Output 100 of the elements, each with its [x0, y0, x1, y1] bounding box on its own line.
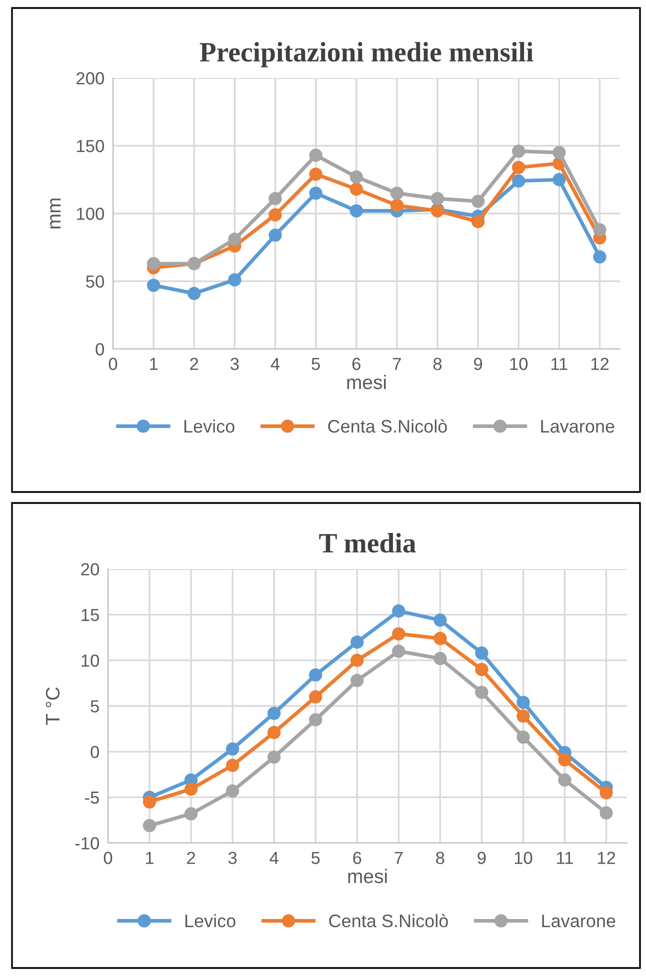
y-axis-title: T °C [46, 687, 60, 725]
x-tick-label: 5 [312, 358, 320, 370]
x-tick-label: 0 [108, 358, 118, 370]
point [512, 144, 526, 158]
x-tick-label: 10 [510, 358, 528, 370]
point [268, 228, 282, 242]
point [309, 168, 322, 181]
x-tick-label: 1 [150, 358, 158, 370]
point [226, 784, 240, 798]
point [430, 192, 444, 206]
legend-label: Levico [184, 419, 234, 433]
y-tick-label: -5 [85, 792, 99, 804]
point [146, 278, 160, 292]
point [228, 273, 242, 286]
point [471, 215, 485, 228]
y-tick-label: 20 [81, 563, 99, 576]
y-tick-label: 0 [90, 746, 99, 758]
point [558, 753, 572, 766]
x-tick-label: 6 [352, 358, 360, 370]
x-tick-label: 9 [478, 852, 486, 864]
point [309, 186, 322, 200]
point [516, 709, 530, 723]
x-axis-title: mesi [347, 374, 386, 390]
x-tick-label: 12 [591, 358, 609, 370]
point [350, 654, 364, 667]
point [267, 750, 281, 764]
y-tick-label: 10 [82, 654, 99, 667]
point [309, 713, 322, 726]
point [226, 758, 240, 772]
point [434, 652, 447, 666]
point [471, 194, 485, 208]
point [268, 192, 282, 206]
x-tick-label: 3 [230, 358, 239, 370]
y-tick-label: 200 [76, 72, 104, 84]
point [309, 148, 322, 162]
point [600, 786, 613, 800]
point [392, 604, 406, 618]
point [184, 782, 198, 796]
point [350, 170, 363, 184]
point [350, 635, 364, 649]
x-tick-label: 2 [187, 852, 195, 864]
x-tick-label: 8 [433, 358, 442, 370]
x-tick-label: 6 [353, 852, 362, 864]
legend-label: Centa S.Nicolò [329, 914, 448, 928]
point [226, 742, 240, 756]
legend-label: Centa S.Nicolò [328, 419, 447, 433]
x-tick-label: 2 [190, 358, 198, 370]
point [142, 795, 156, 808]
point [434, 614, 447, 627]
point [309, 668, 322, 682]
x-tick-label: 1 [146, 852, 154, 864]
x-tick-label: 12 [598, 852, 616, 864]
point [309, 690, 322, 704]
x-tick-label: 4 [270, 852, 278, 864]
point [552, 146, 566, 160]
legend-label: Levico [185, 914, 236, 928]
x-axis-title: mesi [348, 868, 387, 884]
chart-title: Precipitazioni medie mensili [200, 42, 534, 68]
point [267, 726, 281, 740]
y-axis-title: mm [50, 198, 61, 228]
point [228, 232, 242, 246]
y-tick-label: 50 [86, 275, 104, 288]
point [390, 198, 404, 212]
point [188, 286, 201, 300]
point [350, 204, 363, 218]
point [142, 819, 156, 832]
point [350, 674, 364, 688]
point [434, 632, 447, 646]
point [512, 160, 526, 174]
point [516, 730, 530, 744]
x-tick-label: 10 [514, 852, 532, 864]
x-tick-label: 9 [474, 358, 482, 370]
point [475, 686, 488, 699]
point [516, 696, 530, 709]
y-tick-label: 100 [77, 208, 104, 220]
point [552, 173, 566, 186]
point [593, 223, 606, 236]
point [593, 250, 606, 264]
point [475, 646, 488, 660]
x-tick-label: 11 [551, 358, 568, 370]
point [392, 644, 406, 658]
x-tick-label: 11 [557, 852, 573, 864]
point [268, 208, 282, 222]
point [184, 807, 198, 820]
x-tick-label: 7 [392, 358, 401, 370]
x-tick-label: 5 [311, 852, 320, 864]
point [267, 706, 281, 720]
y-tick-label: 5 [90, 700, 99, 712]
y-tick-label: 150 [77, 140, 104, 152]
legend-label: Lavarone [542, 914, 616, 928]
legend-label: Lavarone [541, 420, 614, 433]
chart-title: T media [319, 533, 416, 553]
x-tick-label: 7 [394, 852, 403, 864]
x-tick-label: 0 [104, 852, 112, 864]
point [146, 257, 160, 270]
y-tick-label: 15 [82, 609, 99, 622]
point [475, 662, 488, 676]
point [392, 627, 406, 640]
point [350, 182, 363, 196]
point [558, 773, 572, 787]
